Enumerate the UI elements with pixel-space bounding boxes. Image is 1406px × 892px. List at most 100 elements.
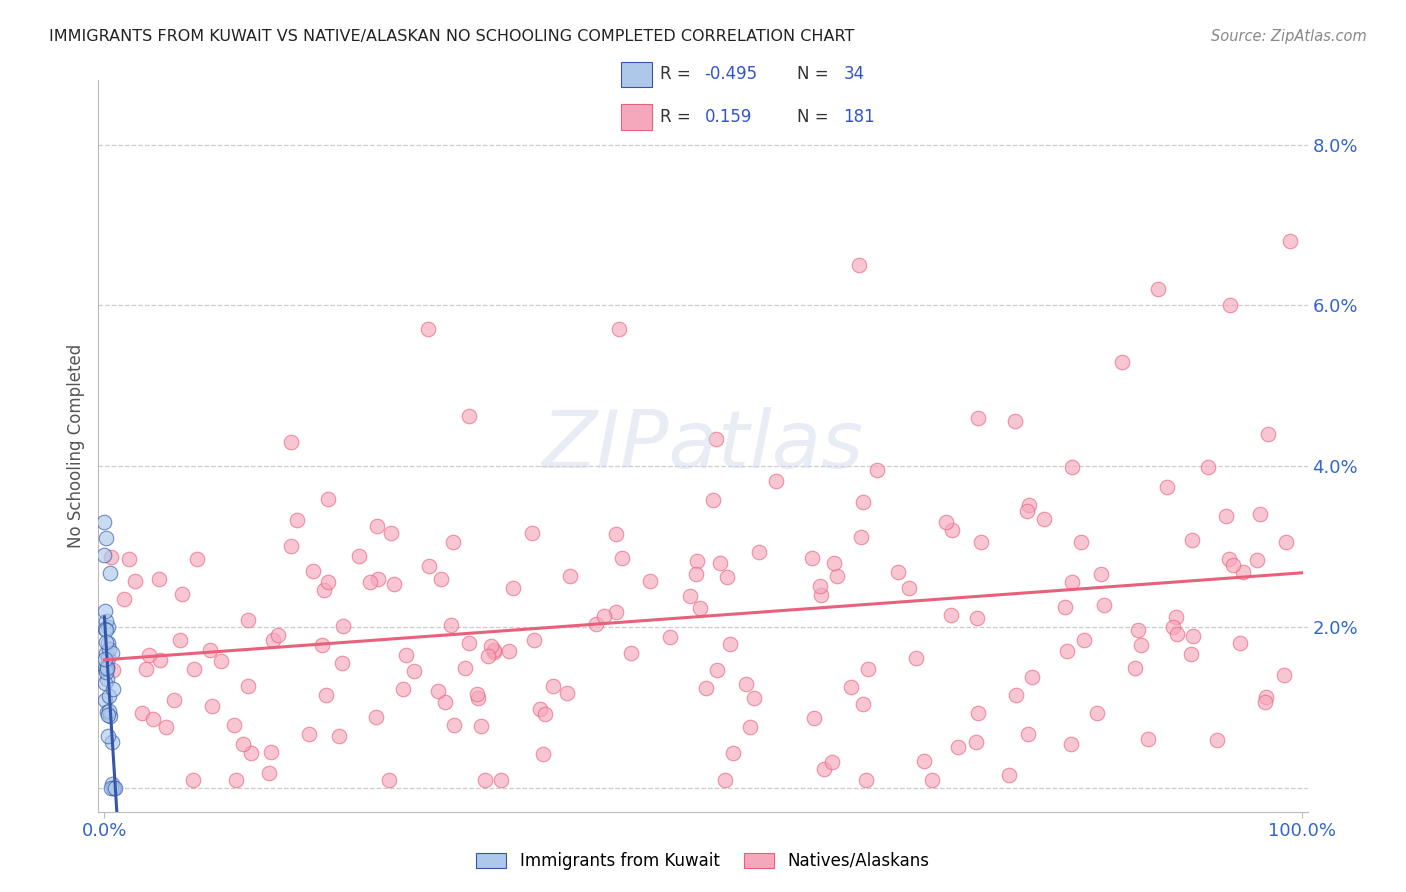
Point xyxy=(718,637,741,651)
Point xyxy=(1278,234,1301,248)
Point xyxy=(94,532,117,546)
Bar xyxy=(621,104,652,130)
Point xyxy=(695,681,717,695)
Point xyxy=(280,539,302,553)
Point xyxy=(101,780,124,795)
Point xyxy=(96,665,118,680)
Point xyxy=(101,735,124,749)
Point xyxy=(169,632,191,647)
Text: ZIPatlas: ZIPatlas xyxy=(541,407,865,485)
Point xyxy=(1060,459,1083,474)
Point xyxy=(155,720,177,734)
Point xyxy=(685,567,707,582)
Point xyxy=(118,552,141,566)
Point xyxy=(93,516,115,530)
Point xyxy=(1166,627,1188,641)
Point xyxy=(1017,504,1039,518)
Point xyxy=(1090,566,1112,581)
Text: 34: 34 xyxy=(844,65,865,83)
Point xyxy=(186,551,208,566)
Point xyxy=(1021,670,1043,684)
Point xyxy=(686,554,709,568)
Point xyxy=(800,550,823,565)
Point xyxy=(239,747,262,761)
Y-axis label: No Schooling Completed: No Schooling Completed xyxy=(67,344,86,548)
Point xyxy=(1164,609,1187,624)
Point xyxy=(97,636,120,650)
Point xyxy=(101,777,124,791)
Point xyxy=(236,679,259,693)
Point xyxy=(967,706,990,720)
Point xyxy=(97,651,120,665)
Point xyxy=(620,646,643,660)
Point xyxy=(921,772,943,787)
Point xyxy=(502,581,524,595)
Point xyxy=(1197,460,1219,475)
Point xyxy=(1130,638,1153,652)
Point xyxy=(1219,298,1241,312)
Point xyxy=(267,628,290,642)
Point xyxy=(148,572,170,586)
Point xyxy=(101,663,124,677)
Point xyxy=(280,434,302,449)
Point xyxy=(316,491,339,506)
Point xyxy=(96,660,118,674)
Point xyxy=(467,690,489,705)
Point xyxy=(1123,661,1146,675)
Point xyxy=(856,662,879,676)
Point xyxy=(479,639,502,653)
Point xyxy=(886,566,908,580)
Bar xyxy=(621,62,652,87)
Point xyxy=(702,492,724,507)
Point xyxy=(404,665,426,679)
Point xyxy=(1254,690,1277,705)
Point xyxy=(1275,535,1298,549)
Point xyxy=(1017,726,1039,740)
Point xyxy=(311,638,333,652)
Point xyxy=(97,708,120,723)
Point xyxy=(748,545,770,559)
Point xyxy=(94,604,117,618)
Point xyxy=(98,689,121,703)
Point xyxy=(96,635,118,649)
Point xyxy=(898,582,921,596)
Point xyxy=(163,693,186,707)
Point xyxy=(1070,534,1092,549)
Point xyxy=(98,704,121,718)
Point xyxy=(94,622,117,636)
Point xyxy=(803,711,825,725)
Point xyxy=(742,690,765,705)
Point xyxy=(209,654,232,668)
Point xyxy=(104,780,127,795)
Point xyxy=(998,768,1021,782)
Point xyxy=(1181,533,1204,547)
Legend: Immigrants from Kuwait, Natives/Alaskans: Immigrants from Kuwait, Natives/Alaskans xyxy=(470,846,936,877)
Point xyxy=(1094,598,1116,612)
Point xyxy=(429,572,451,586)
Point xyxy=(1232,566,1254,580)
Point xyxy=(1222,558,1244,572)
Point xyxy=(316,575,339,590)
Point xyxy=(395,648,418,662)
Point xyxy=(489,772,512,787)
Point xyxy=(709,556,731,570)
Point xyxy=(1249,507,1271,521)
Point xyxy=(640,574,662,589)
Point xyxy=(260,745,283,759)
Point xyxy=(332,619,354,633)
Point xyxy=(912,754,935,768)
Point xyxy=(378,772,401,787)
Point xyxy=(689,601,711,615)
Point xyxy=(124,574,146,588)
Point xyxy=(825,568,848,582)
Point xyxy=(1218,552,1240,566)
Point xyxy=(533,706,555,721)
Point xyxy=(765,474,787,488)
Point xyxy=(434,695,457,709)
Point xyxy=(149,652,172,666)
Point xyxy=(1206,733,1229,747)
Point xyxy=(96,672,118,686)
Point xyxy=(97,729,120,743)
Point xyxy=(706,663,728,677)
Point xyxy=(935,516,957,530)
